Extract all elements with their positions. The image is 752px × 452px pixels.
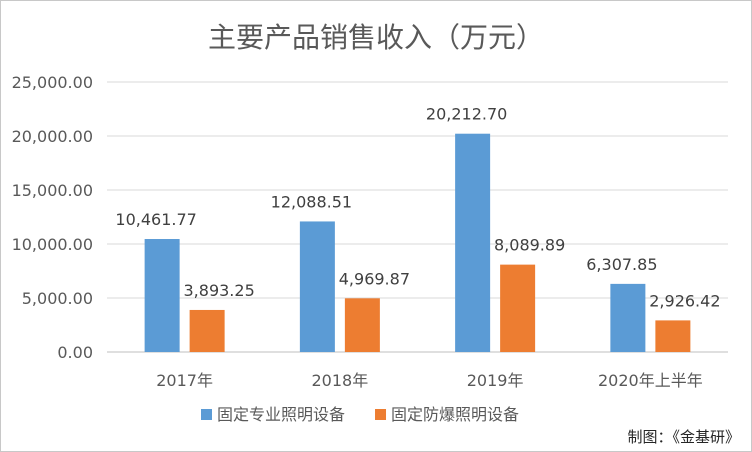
bar-series-2: [655, 320, 691, 352]
bar-series-1: [455, 133, 491, 352]
legend-label: 固定专业照明设备: [217, 405, 345, 424]
x-axis: 2017年 2018年 2019年 2020年上半年: [156, 371, 702, 390]
x-tick-label: 2017年: [156, 371, 213, 390]
data-label: 20,212.70: [426, 105, 507, 124]
legend-swatch: [375, 409, 387, 420]
bar-series-2: [189, 309, 225, 352]
data-label: 8,089.89: [494, 236, 565, 255]
bars: 10,461.77 3,893.25 12,088.51 4,969.87 20,212…: [115, 105, 721, 352]
bar-series-2: [344, 298, 380, 352]
bar-series-1: [299, 221, 335, 352]
bar-series-1: [610, 283, 646, 352]
data-label: 10,461.77: [115, 210, 196, 229]
y-tick-label: 25,000.00: [12, 73, 93, 92]
legend-swatch: [201, 409, 212, 420]
y-tick-label: 0.00: [57, 343, 93, 362]
y-tick-label: 20,000.00: [12, 127, 93, 146]
y-axis: 0.00 5,000.00 10,000.00 15,000.00 20,000.00 2…: [12, 73, 93, 362]
data-label: 2,926.42: [649, 291, 720, 310]
y-tick-label: 5,000.00: [22, 289, 93, 308]
x-tick-label: 2018年: [312, 371, 369, 390]
bar-series-2: [500, 264, 536, 352]
data-label: 3,893.25: [184, 281, 255, 300]
chart-title: 主要产品销售收入（万元）: [208, 21, 544, 54]
y-tick-label: 10,000.00: [12, 235, 93, 254]
data-label: 6,307.85: [586, 255, 657, 274]
credit-text: 制图：《金基研》: [627, 428, 740, 446]
bar-series-1: [144, 239, 180, 352]
legend-label: 固定防爆照明设备: [391, 405, 519, 424]
data-label: 12,088.51: [271, 192, 352, 211]
legend: 固定专业照明设备 固定防爆照明设备: [201, 405, 519, 424]
y-tick-label: 15,000.00: [12, 181, 93, 200]
x-tick-label: 2019年: [467, 371, 524, 390]
data-label: 4,969.87: [339, 269, 410, 288]
x-tick-label: 2020年上半年: [598, 371, 703, 390]
